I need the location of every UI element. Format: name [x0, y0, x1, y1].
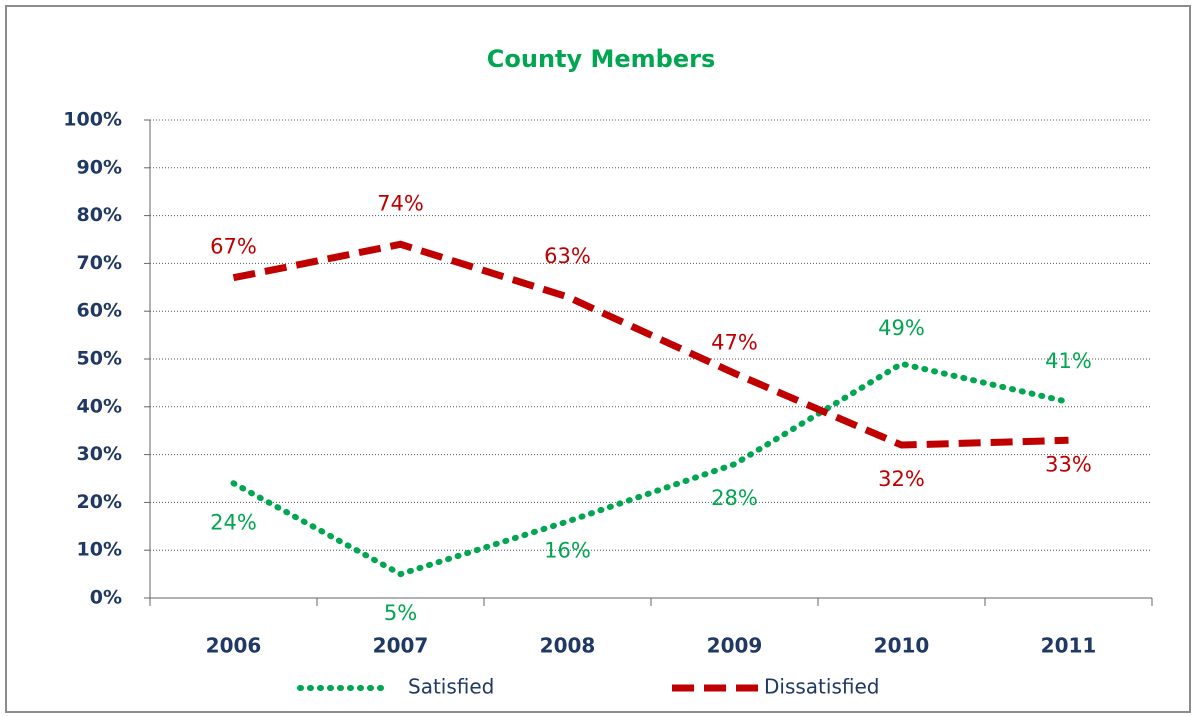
data-label: 49%	[878, 316, 925, 340]
data-label: 33%	[1045, 452, 1092, 476]
y-tick-label: 30%	[77, 443, 122, 465]
data-label: 5%	[384, 601, 417, 625]
y-tick-label: 100%	[63, 109, 122, 131]
data-label: 16%	[544, 539, 591, 563]
series-line	[232, 240, 1069, 449]
data-label: 67%	[210, 235, 257, 259]
x-tick-label: 2008	[540, 634, 596, 658]
series-line	[230, 360, 1072, 578]
data-label: 74%	[377, 191, 424, 215]
x-tick-label: 2010	[874, 634, 930, 658]
y-tick-label: 0%	[90, 587, 122, 609]
data-label: 47%	[711, 330, 758, 354]
x-tick-label: 2006	[206, 634, 262, 658]
y-tick-label: 70%	[77, 252, 122, 274]
legend-label: Dissatisfied	[764, 675, 879, 699]
y-tick-label: 20%	[77, 491, 122, 513]
data-label: 28%	[711, 486, 758, 510]
data-label: 24%	[210, 510, 257, 534]
y-tick-label: 40%	[77, 395, 122, 417]
data-label: 32%	[878, 467, 925, 491]
legend-label: Satisfied	[408, 675, 494, 699]
x-tick-label: 2009	[707, 634, 763, 658]
x-tick-label: 2011	[1041, 634, 1097, 658]
chart-title: County Members	[487, 45, 716, 73]
y-tick-label: 80%	[77, 204, 122, 226]
y-tick-label: 60%	[77, 300, 122, 322]
x-tick-label: 2007	[373, 634, 429, 658]
y-tick-label: 50%	[77, 348, 122, 370]
data-label: 63%	[544, 244, 591, 268]
y-tick-label: 90%	[77, 156, 122, 178]
data-label: 41%	[1045, 349, 1092, 373]
y-tick-label: 10%	[77, 539, 122, 561]
